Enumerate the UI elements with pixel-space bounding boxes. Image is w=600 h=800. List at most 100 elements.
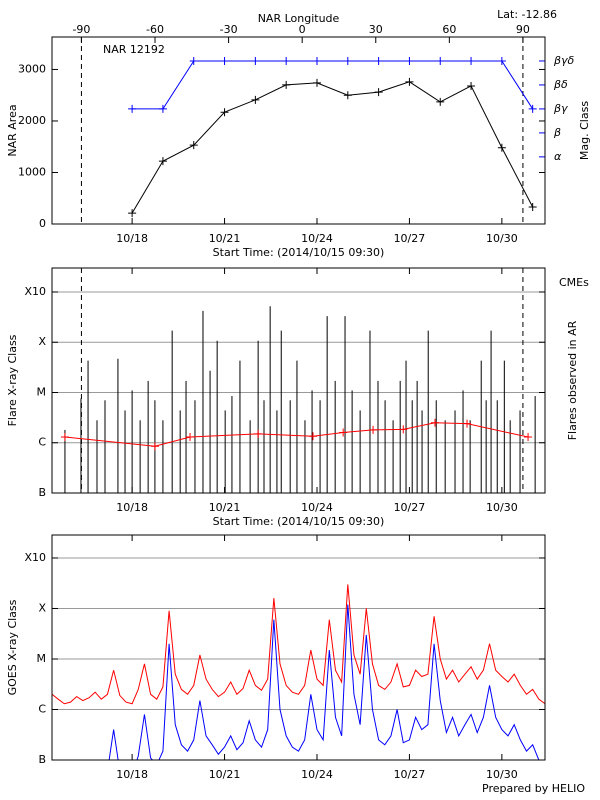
x-tick-label: 10/30 <box>486 232 518 245</box>
x-tick-label: 10/18 <box>116 232 148 245</box>
point-marker <box>528 104 537 113</box>
point-marker <box>524 433 533 442</box>
point-marker <box>282 56 291 65</box>
y-tick-label: X10 <box>24 285 46 298</box>
y-tick-label: B <box>38 486 46 499</box>
point-marker <box>312 56 321 65</box>
y2-tick-label: βγ <box>553 102 568 115</box>
plot-area <box>52 584 545 760</box>
point-marker <box>399 425 408 434</box>
legend-entry: CMEs <box>559 276 589 289</box>
y-tick-label: C <box>38 702 46 715</box>
point-marker <box>374 56 383 65</box>
series-line <box>132 60 534 110</box>
x2-tick-label: 30 <box>369 23 383 36</box>
y-axis-label: GOES X-ray Class <box>6 599 19 695</box>
point-marker <box>158 104 167 113</box>
y2-axis-label: Flares observed in AR <box>566 320 579 440</box>
point-marker <box>60 433 69 442</box>
point-marker <box>128 209 137 218</box>
y-axis-label: NAR Area <box>6 104 19 156</box>
x-tick-label: 10/24 <box>301 768 333 781</box>
point-marker <box>405 56 414 65</box>
x2-tick-label: -30 <box>220 23 238 36</box>
point-marker <box>528 203 537 211</box>
y-tick-label: 2000 <box>18 114 46 127</box>
point-marker <box>282 80 291 89</box>
plot-frame <box>51 36 546 225</box>
point-marker <box>497 143 506 152</box>
point-marker <box>467 81 476 90</box>
point-marker <box>128 104 137 113</box>
point-marker <box>158 157 167 166</box>
x-tick-label: 10/18 <box>116 501 148 514</box>
x-tick-label: 10/24 <box>301 501 333 514</box>
point-marker <box>339 428 348 437</box>
chart-title: NAR 12192 <box>103 43 165 56</box>
plot-area <box>128 56 537 218</box>
y2-tick-label: βδ <box>553 78 568 91</box>
point-marker <box>186 433 195 442</box>
x2-tick-label: 60 <box>442 23 456 36</box>
x2-tick-label: -90 <box>72 23 90 36</box>
y-tick-label: B <box>38 753 46 766</box>
footer: Prepared by HELIO <box>482 782 585 795</box>
y-tick-label: X10 <box>24 551 46 564</box>
point-marker <box>369 425 378 434</box>
point-marker <box>150 442 159 451</box>
x-tick-label: 10/18 <box>116 768 148 781</box>
series-line <box>52 584 545 705</box>
x2-tick-label: 90 <box>516 23 530 36</box>
point-marker <box>220 108 229 117</box>
y-tick-label: M <box>37 385 47 398</box>
annotation: Lat: -12.86 <box>497 8 557 21</box>
x2-tick-label: -60 <box>146 23 164 36</box>
y2-tick-label: α <box>554 150 562 163</box>
point-marker <box>189 141 198 150</box>
point-marker <box>467 56 476 65</box>
point-marker <box>251 95 260 104</box>
point-marker <box>430 418 439 427</box>
y-axis-label: Flare X-ray Class <box>6 334 19 426</box>
point-marker <box>254 429 263 438</box>
plot-frame <box>51 267 546 494</box>
point-marker <box>463 419 472 428</box>
point-marker <box>405 77 414 86</box>
y-tick-label: C <box>38 436 46 449</box>
series-line <box>108 604 540 760</box>
point-marker <box>343 56 352 65</box>
x-tick-label: 10/27 <box>394 232 426 245</box>
y-tick-label: 3000 <box>18 62 46 75</box>
y-tick-label: X <box>38 335 46 348</box>
point-marker <box>436 56 445 65</box>
y2-axis-label: Mag. Class <box>578 101 591 160</box>
x-tick-label: 10/21 <box>209 768 241 781</box>
point-marker <box>189 56 198 65</box>
point-marker <box>343 91 352 100</box>
point-marker <box>220 56 229 65</box>
y-tick-label: X <box>38 601 46 614</box>
x-tick-label: 10/24 <box>301 232 333 245</box>
x-axis-label: Start Time: (2014/10/15 09:30) <box>213 515 385 528</box>
y-tick-label: 0 <box>39 217 46 230</box>
point-marker <box>497 56 506 65</box>
x2-tick-label: 0 <box>299 23 306 36</box>
x-tick-label: 10/27 <box>394 768 426 781</box>
point-marker <box>308 432 317 441</box>
point-marker <box>312 78 321 87</box>
x-tick-label: 10/21 <box>209 232 241 245</box>
x-tick-label: 10/30 <box>486 768 518 781</box>
series-line <box>131 81 534 214</box>
x-tick-label: 10/21 <box>209 501 241 514</box>
x-axis-label: Start Time: (2014/10/15 09:30) <box>213 246 385 259</box>
x2-axis-label: NAR Longitude <box>258 12 340 25</box>
y-tick-label: M <box>37 652 47 665</box>
point-marker <box>251 56 260 65</box>
y-tick-label: 1000 <box>18 165 46 178</box>
y2-tick-label: β <box>553 126 561 139</box>
y2-tick-label: βγδ <box>553 54 575 67</box>
x-tick-label: 10/30 <box>486 501 518 514</box>
plot-frame <box>51 534 546 761</box>
